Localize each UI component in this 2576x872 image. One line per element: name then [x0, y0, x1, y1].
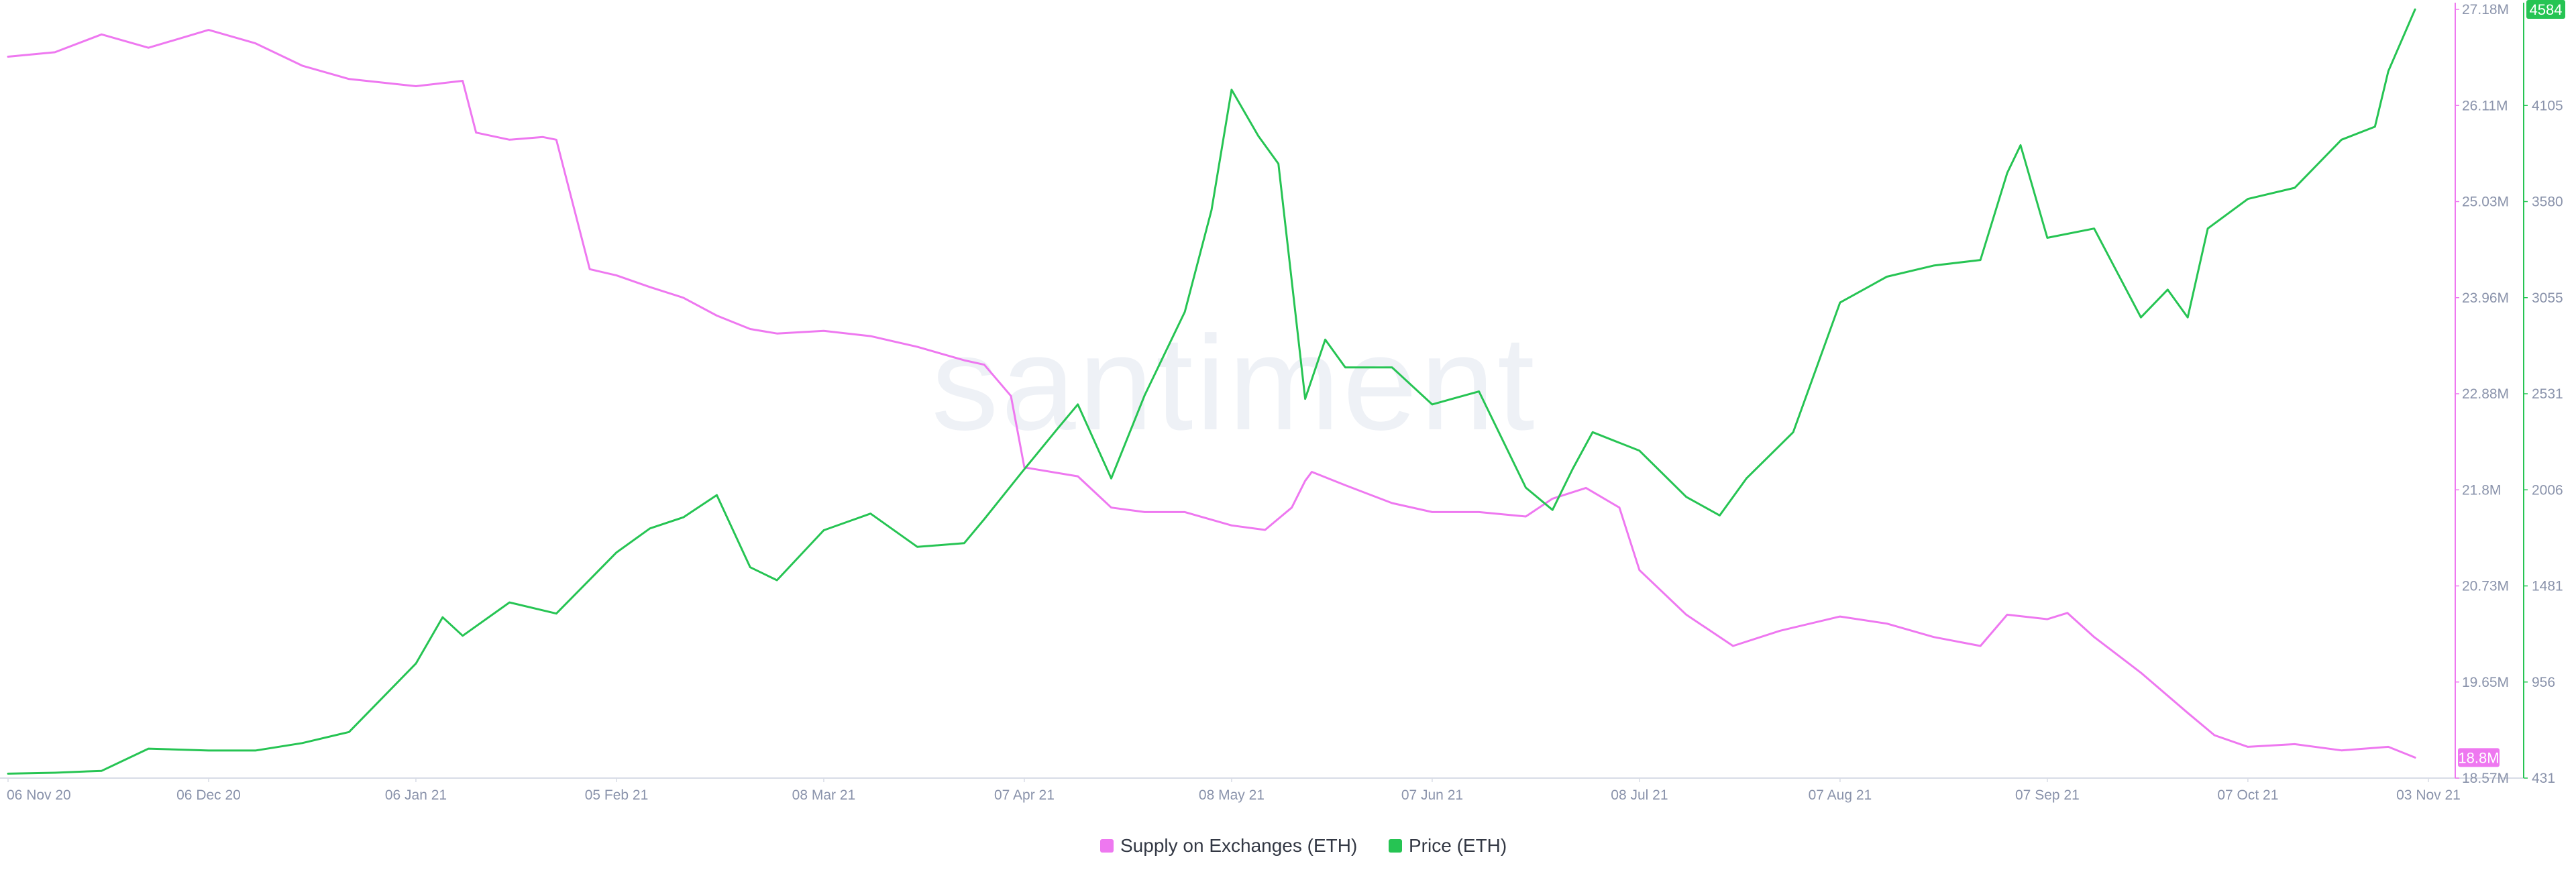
legend-label: Price (ETH): [1409, 835, 1507, 856]
x-axis-tick-label: 06 Dec 20: [176, 787, 241, 803]
y-axis-price-tick-label: 2531: [2532, 386, 2563, 402]
x-axis-tick-label: 08 Jul 21: [1611, 787, 1668, 803]
y-axis-supply-tick-label: 21.8M: [2462, 482, 2501, 498]
chart-series: [7, 8, 2416, 775]
chart-legend[interactable]: Supply on Exchanges (ETH) Price (ETH): [1100, 835, 1507, 856]
price-line: [7, 8, 2416, 775]
y-axis-price-tick-label: 2006: [2532, 482, 2563, 498]
last-value-badges: 18.8M 4584: [2458, 0, 2565, 767]
x-axis-tick-label: 07 Apr 21: [994, 787, 1055, 803]
y-axis-supply-tick-label: 19.65M: [2462, 675, 2509, 690]
badge-label: 4584: [2530, 1, 2563, 18]
legend-item-price[interactable]: Price (ETH): [1389, 835, 1507, 856]
y-axis-price-tick-label: 956: [2532, 675, 2555, 690]
y-axis-supply-tick-label: 25.03M: [2462, 195, 2509, 210]
x-axis-tick-label: 07 Oct 21: [2217, 787, 2278, 803]
y-axis-supply-tick-label: 20.73M: [2462, 579, 2509, 594]
x-axis-tick-label: 08 May 21: [1199, 787, 1265, 803]
supply-last-value-badge: 18.8M: [2458, 748, 2500, 767]
x-axis-tick-label: 07 Sep 21: [2015, 787, 2080, 803]
y-axis-price-tick-label: 1481: [2532, 579, 2563, 594]
y-axis-supply-tick-label: 27.18M: [2462, 2, 2509, 17]
y-axis-price-tick-label: 3055: [2532, 290, 2563, 306]
supply-on-exchanges-line: [7, 29, 2416, 759]
x-axis-tick-label: 06 Nov 20: [7, 787, 71, 803]
badge-background: [2526, 0, 2565, 19]
x-axis-tick-label: 03 Nov 21: [2396, 787, 2461, 803]
y-axis-price-tick-label: 431: [2532, 771, 2555, 786]
x-axis-tick-label: 07 Jun 21: [1401, 787, 1463, 803]
legend-label: Supply on Exchanges (ETH): [1120, 835, 1357, 856]
y-axis-supply-tick-label: 23.96M: [2462, 290, 2509, 306]
legend-swatch: [1389, 839, 1402, 853]
y-axis-price-tick-label: 3580: [2532, 195, 2563, 210]
y-axis-supply-tick-label: 26.11M: [2462, 98, 2508, 113]
badge-label: 18.8M: [2458, 749, 2499, 766]
legend-item-supply[interactable]: Supply on Exchanges (ETH): [1100, 835, 1357, 856]
x-axis-tick-label: 08 Mar 21: [792, 787, 856, 803]
badge-background: [2458, 748, 2500, 767]
x-axis: 06 Nov 20 06 Dec 20 06 Jan 21 05 Feb 21 08 M…: [0, 777, 2524, 803]
santiment-watermark: santiment: [931, 309, 1537, 458]
y-axis-supply-tick-label: 22.88M: [2462, 386, 2509, 402]
y-axis-price: 4105 3580 3055 2531 2006 1481 956 431: [2523, 3, 2563, 786]
legend-swatch: [1100, 839, 1114, 853]
x-axis-tick-label: 05 Feb 21: [585, 787, 649, 803]
x-axis-tick-label: 07 Aug 21: [1809, 787, 1872, 803]
y-axis-supply: 27.18M 26.11M 25.03M 23.96M 22.88M 21.8M 20.73…: [2455, 2, 2509, 786]
y-axis-supply-tick-label: 18.57M: [2462, 771, 2509, 786]
y-axis-price-tick-label: 4105: [2532, 98, 2563, 113]
price-last-value-badge: 4584: [2526, 0, 2565, 19]
x-axis-tick-label: 06 Jan 21: [385, 787, 447, 803]
